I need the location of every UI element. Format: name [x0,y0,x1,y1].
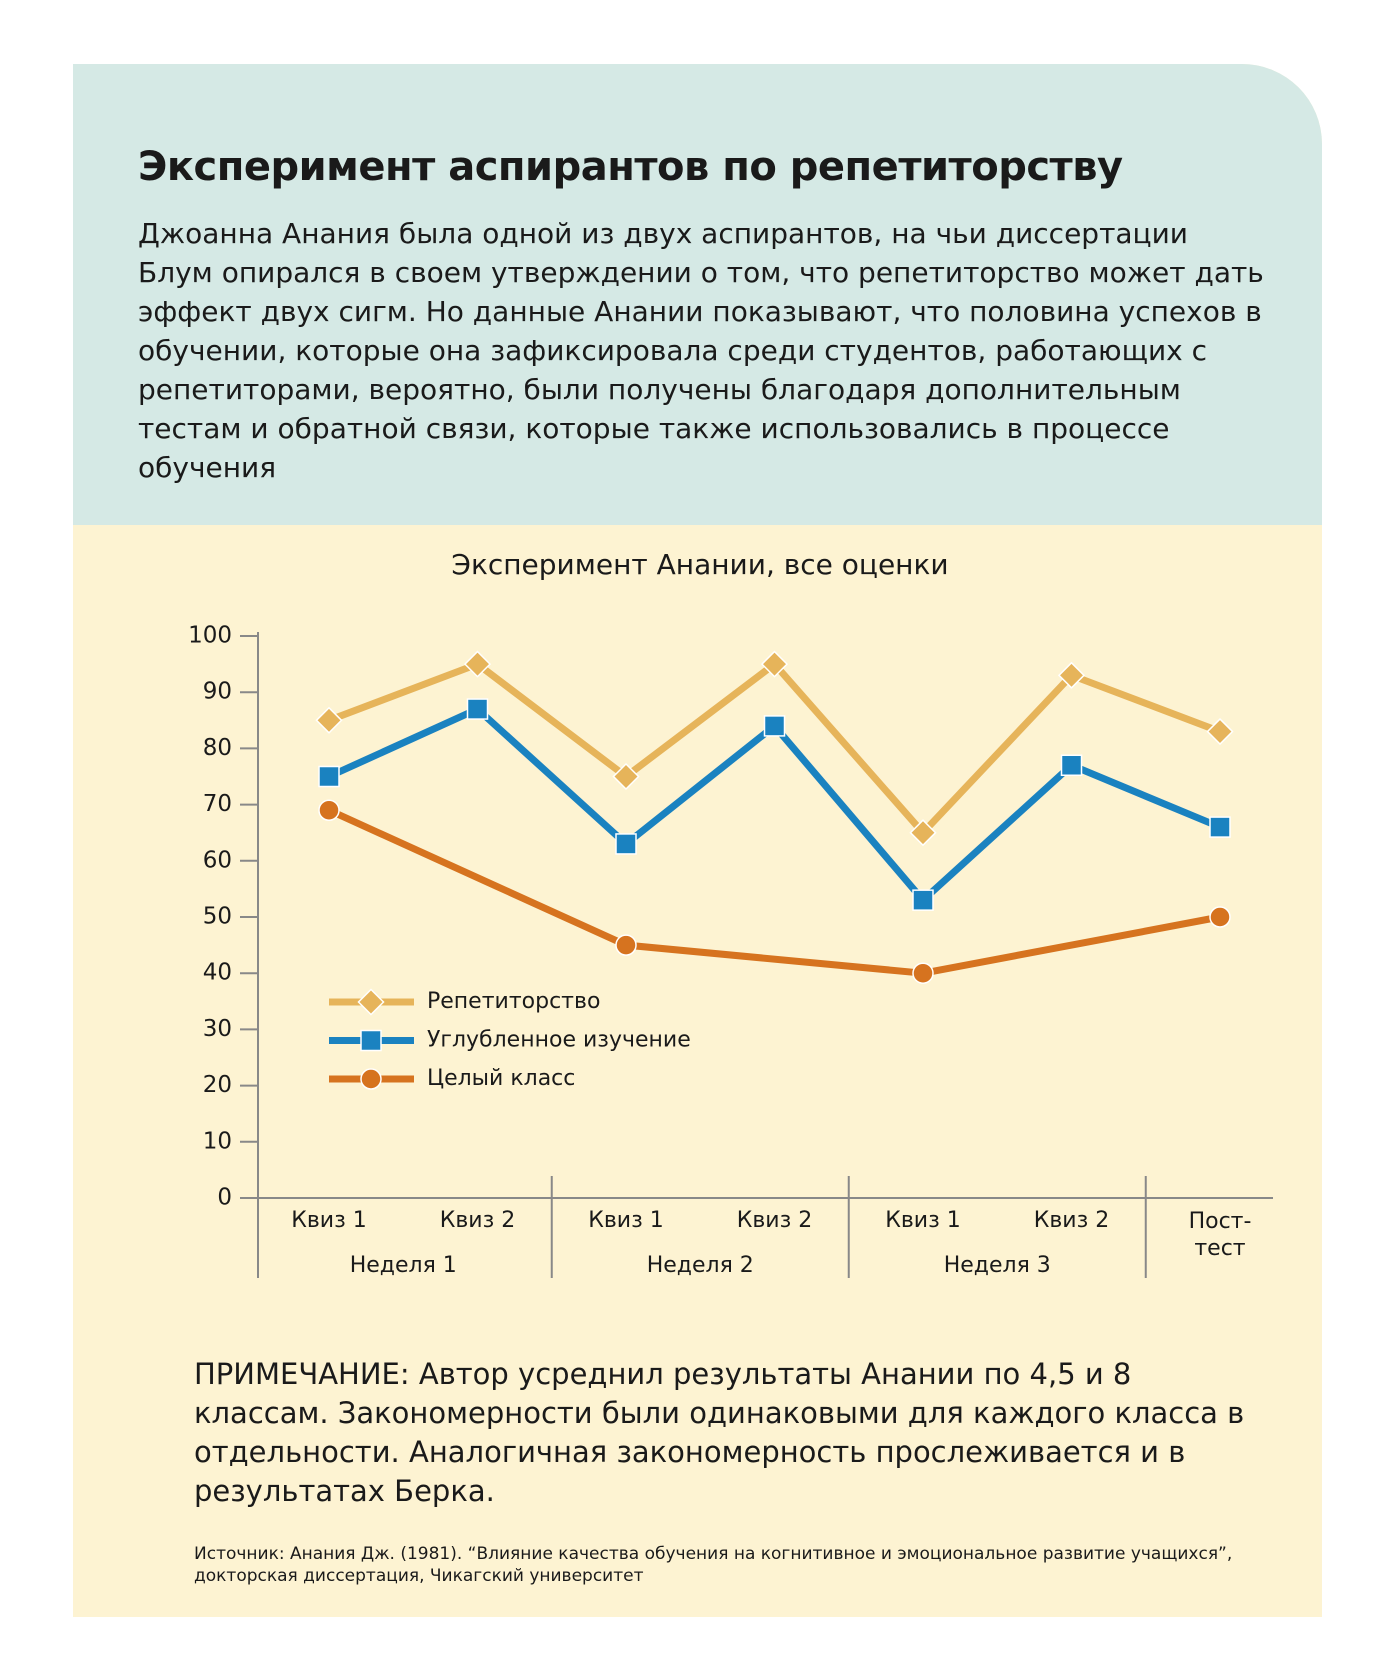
legend-label: Углубленное изучение [427,1028,691,1053]
marker [912,889,934,911]
marker [1060,754,1083,777]
marker [315,706,343,734]
marker [615,934,637,956]
x-tick-label: Квиз 1 [588,1208,664,1233]
y-tick-label: 100 [188,623,232,649]
y-tick-label: 0 [217,1185,232,1211]
series-line [327,660,1222,837]
card: Эксперимент аспирантов по репетиторству … [73,64,1322,1617]
group-label: Неделя 2 [647,1253,754,1278]
marker [357,988,385,1016]
header-title: Эксперимент аспирантов по репетиторству [138,144,1123,190]
marker [909,819,937,847]
x-tick-label: Квиз 2 [440,1208,516,1233]
x-tick-label: Квиз 1 [291,1208,367,1233]
y-tick-label: 60 [203,847,232,873]
legend-label: Репетиторство [427,989,600,1014]
y-tick-label: 90 [203,679,232,705]
marker [1209,906,1231,928]
marker [612,762,640,791]
marker [466,698,489,720]
series-line [327,807,1221,977]
marker [912,962,934,984]
x-tick-label: Квиз 2 [1034,1208,1110,1233]
y-tick-label: 50 [203,904,232,930]
y-tick-label: 30 [203,1016,232,1042]
header: Эксперимент аспирантов по репетиторству … [73,64,1322,525]
marker [1206,717,1234,746]
group-label: Неделя 3 [944,1253,1051,1278]
marker [760,650,789,678]
x-tick-label-box: Пост-тест [1188,1209,1252,1261]
y-tick-label: 20 [203,1072,232,1098]
chart-title: Эксперимент Анании, все оценки [451,548,948,581]
marker [615,833,637,855]
header-text: Джоанна Анания была одной из двух аспира… [138,217,1264,484]
marker [360,1029,382,1052]
x-tick-label: Квиз 1 [885,1208,961,1233]
marker [360,1068,382,1090]
x-tick-label: Пост-тест [1188,1209,1252,1261]
marker [763,715,786,737]
marker [318,765,340,788]
source: Источник: Анания Дж. (1981). “Влияние ка… [194,1544,1233,1586]
legend-label: Целый класс [427,1066,575,1091]
y-tick-label: 80 [203,735,232,761]
note: ПРИМЕЧАНИЕ: Автор усреднил результаты Ан… [194,1357,1245,1508]
marker [1209,816,1231,838]
y-tick-label: 70 [203,791,232,817]
marker [318,799,340,821]
marker [463,650,492,678]
y-tick-label: 40 [203,960,232,986]
x-tick-label: Квиз 2 [737,1208,813,1233]
y-tick-label: 10 [203,1128,232,1154]
marker [1057,661,1086,689]
group-label: Неделя 1 [350,1253,457,1278]
